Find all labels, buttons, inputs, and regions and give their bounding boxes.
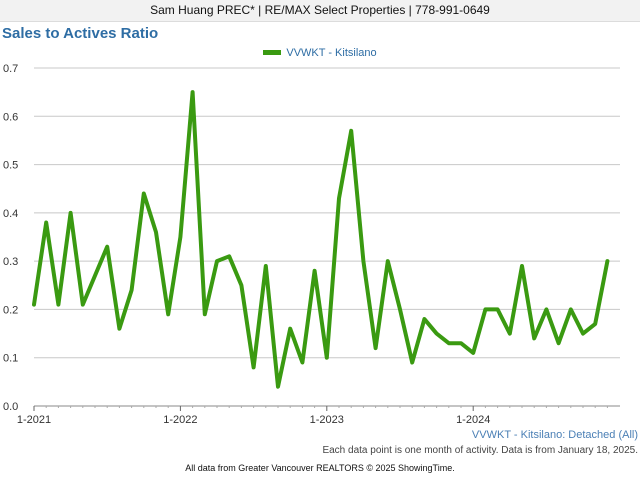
x-tick-label: 1-2021 [17,414,51,426]
x-tick-label: 1-2023 [310,414,344,426]
x-tick-label: 1-2024 [456,414,490,426]
data-footnote: Each data point is one month of activity… [322,445,638,456]
y-tick-label: 0.0 [3,401,18,413]
chart-title: Sales to Actives Ratio [2,25,159,42]
y-tick-label: 0.2 [3,304,18,316]
y-tick-label: 0.1 [3,353,18,365]
y-tick-label: 0.7 [3,63,18,75]
header-text: Sam Huang PREC* | RE/MAX Select Properti… [150,3,490,17]
legend-label: VVWKT - Kitsilano [286,47,377,59]
series-line [32,90,610,389]
header-bar: Sam Huang PREC* | RE/MAX Select Properti… [0,0,640,22]
chart-legend[interactable]: VVWKT - Kitsilano [0,46,640,60]
legend-swatch [263,49,282,55]
y-tick-label: 0.3 [3,256,18,268]
y-tick-label: 0.6 [3,111,18,123]
y-tick-label: 0.5 [3,160,18,172]
copyright-notice: All data from Greater Vancouver REALTORS… [185,463,455,473]
x-tick-label: 1-2022 [163,414,197,426]
chart-subtitle: VVWKT - Kitsilano: Detached (All) [471,429,638,441]
y-tick-label: 0.4 [3,208,18,220]
